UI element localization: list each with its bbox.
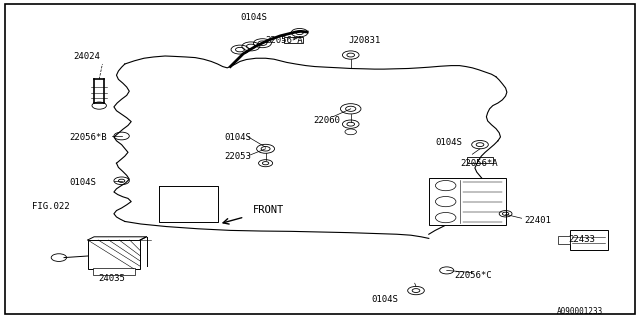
Text: 24035: 24035 [99, 274, 125, 283]
Bar [570, 230, 608, 250]
Text: A090001233: A090001233 [557, 308, 603, 316]
Text: 24024: 24024 [74, 52, 100, 60]
Text: 22401: 22401 [525, 216, 552, 225]
Text: 22056*B: 22056*B [69, 133, 107, 142]
Text: 22056*C: 22056*C [454, 271, 492, 280]
Text: 0104S: 0104S [224, 133, 251, 142]
Text: 22053: 22053 [224, 152, 251, 161]
Bar [558, 236, 570, 244]
Text: J20831: J20831 [349, 36, 381, 44]
Bar [284, 37, 303, 43]
Text: 22433: 22433 [568, 236, 595, 244]
Text: 0104S: 0104S [240, 13, 267, 22]
Text: FIG.022: FIG.022 [32, 202, 70, 211]
Bar [93, 268, 135, 275]
Text: 22056*A: 22056*A [266, 36, 303, 44]
Text: 0104S: 0104S [69, 178, 96, 187]
Text: FRONT: FRONT [253, 204, 284, 215]
Text: 22060: 22060 [314, 116, 340, 124]
Bar [467, 157, 493, 163]
Bar [429, 179, 506, 225]
Text: 0104S: 0104S [435, 138, 462, 147]
Text: 0104S: 0104S [371, 295, 398, 304]
Text: 22056*A: 22056*A [461, 159, 499, 168]
Bar [88, 240, 140, 269]
